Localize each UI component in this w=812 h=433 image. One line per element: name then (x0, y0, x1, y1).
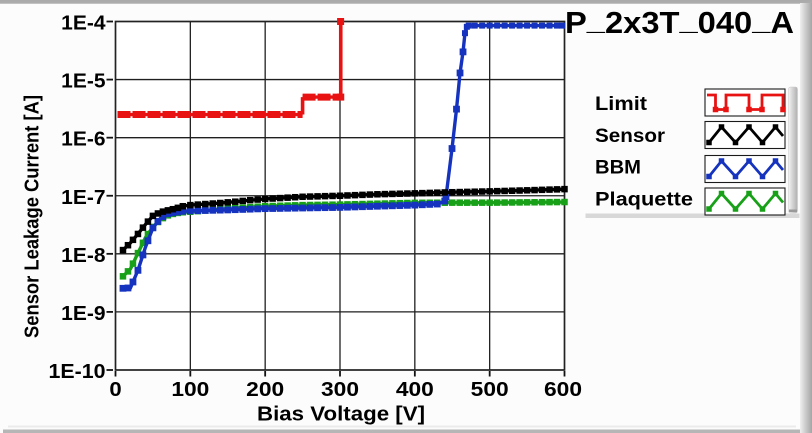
svg-text:Bias Voltage [V]: Bias Voltage [V] (257, 404, 425, 426)
svg-text:0: 0 (109, 379, 121, 401)
svg-text:Sensor: Sensor (595, 126, 666, 147)
svg-text:500: 500 (471, 379, 509, 401)
svg-text:1E-7: 1E-7 (61, 187, 105, 209)
svg-text:Sensor Leakage Current [A]: Sensor Leakage Current [A] (22, 95, 44, 338)
svg-text:1E-4: 1E-4 (61, 13, 106, 35)
svg-text:300: 300 (321, 379, 359, 401)
svg-text:Limit: Limit (595, 94, 648, 115)
svg-text:BBM: BBM (595, 158, 641, 179)
svg-text:100: 100 (171, 379, 209, 401)
svg-text:P_2x3T_040_A: P_2x3T _040_A (565, 2, 794, 41)
svg-text:200: 200 (246, 379, 284, 401)
svg-text:1E-8: 1E-8 (61, 245, 105, 267)
svg-text:1E-10: 1E-10 (49, 361, 106, 383)
svg-text:1E-9: 1E-9 (61, 303, 105, 325)
svg-text:Plaquette: Plaquette (595, 190, 693, 211)
svg-text:400: 400 (396, 379, 434, 401)
svg-text:1E-6: 1E-6 (61, 129, 105, 151)
svg-text:1E-5: 1E-5 (61, 71, 105, 93)
svg-text:600: 600 (544, 379, 582, 401)
